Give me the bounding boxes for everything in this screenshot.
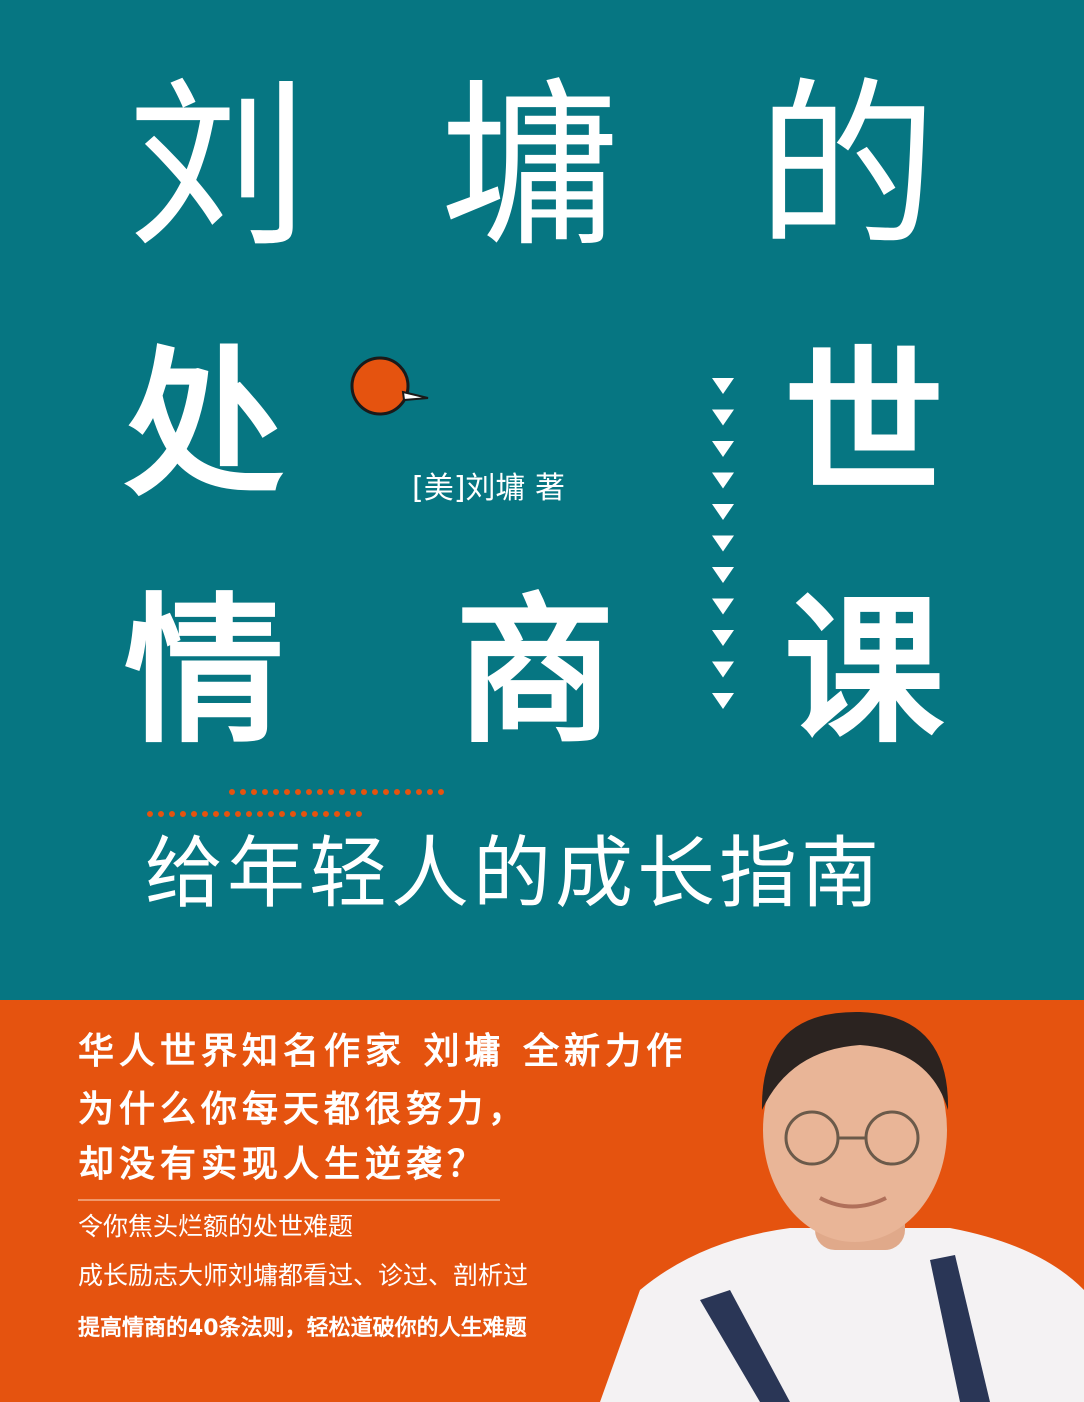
tagline: 提高情商的40条法则，轻松道破你的人生难题 <box>78 1316 527 1341</box>
title-char: 商 <box>455 578 616 765</box>
blurb-line: 成长励志大师刘墉都看过、诊过、剖析过 <box>78 1261 529 1290</box>
triangle <box>712 693 734 709</box>
dot-beak <box>401 390 429 402</box>
triangle <box>712 535 734 552</box>
orange-dot <box>350 356 410 416</box>
triangle <box>712 441 734 457</box>
title-char: 情 <box>124 578 285 765</box>
triangle <box>712 378 734 394</box>
triangle <box>712 472 734 489</box>
title-char: 的 <box>757 63 938 272</box>
blurb-line: 令你焦头烂额的处世难题 <box>78 1212 354 1241</box>
headline: 华人世界知名作家 刘墉 全新力作 <box>78 1031 688 1072</box>
title-char: 墉 <box>440 63 621 272</box>
headline: 却没有实现人生逆袭？ <box>78 1144 489 1185</box>
author-photo <box>600 1011 1084 1402</box>
triangle <box>712 598 734 615</box>
triangle <box>712 504 734 520</box>
author: [美]刘墉 著 <box>412 471 565 506</box>
title-char: 处 <box>124 331 285 518</box>
title-char: 课 <box>784 578 945 765</box>
headline: 为什么你每天都很努力， <box>78 1089 530 1130</box>
cover-top <box>0 0 1084 1000</box>
triangle <box>712 567 734 583</box>
triangle-column <box>712 378 734 709</box>
title-char: 刘 <box>128 63 309 272</box>
subtitle: 给年轻人的成长指南 <box>145 829 884 919</box>
triangle <box>712 661 734 678</box>
triangle <box>712 409 734 426</box>
triangle <box>712 630 734 646</box>
title-char: 世 <box>784 331 945 518</box>
